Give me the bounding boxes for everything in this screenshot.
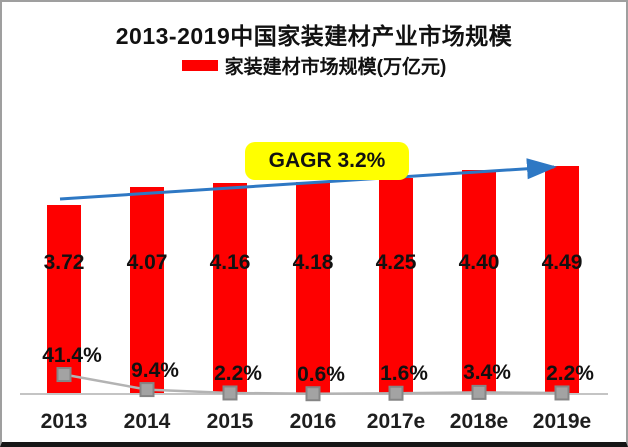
growth-rate-label: 41.4%	[42, 343, 102, 367]
growth-rate-marker-2014	[139, 382, 155, 398]
cagr-annotation: GAGR 3.2%	[245, 142, 409, 180]
bar-value-label: 4.40	[458, 251, 500, 274]
x-axis-label-2017e: 2017e	[366, 410, 426, 433]
growth-rate-marker-2013	[56, 367, 72, 383]
trend-arrow	[59, 158, 557, 201]
growth-rate-label: 1.6%	[380, 362, 428, 386]
legend-swatch	[181, 59, 218, 71]
chart-canvas	[20, 158, 608, 402]
x-axis-label-2019e: 2019e	[532, 410, 592, 433]
chart-title: 2013-2019中国家装建材产业市场规模	[115, 23, 513, 49]
bar-2016	[296, 181, 330, 394]
bar-value-label: 3.72	[43, 251, 85, 274]
bar-value-label: 4.16	[209, 251, 251, 274]
growth-rate-marker-2019e	[554, 385, 570, 401]
bar-2019e	[545, 165, 579, 394]
x-axis-label-2013: 2013	[40, 410, 88, 433]
growth-rate-label: 9.4%	[131, 358, 179, 382]
growth-rate-label: 2.2%	[546, 361, 594, 385]
bar-2018e	[462, 170, 496, 394]
growth-rate-marker-2016	[305, 386, 321, 402]
growth-rate-marker-2017e	[388, 385, 404, 401]
x-axis-label-2018e: 2018e	[449, 410, 509, 433]
bar-value-label: 4.25	[375, 251, 417, 274]
bar-2013	[47, 205, 81, 394]
legend-label: 家装建材市场规模(万亿元)	[224, 56, 447, 78]
growth-rate-label: 0.6%	[297, 362, 345, 386]
x-axis-label-2014: 2014	[123, 410, 171, 433]
plot-area: GAGR 3.2% 3.72 4.07 4.16 4.18 4.25 4.40 4.49 41…	[2, 2, 626, 442]
x-axis-label-2015: 2015	[206, 410, 254, 433]
bar-2015	[213, 182, 247, 394]
bar-value-label: 4.49	[541, 251, 583, 274]
growth-rate-label: 2.2%	[214, 361, 262, 385]
bar-2014	[130, 187, 164, 394]
legend: 家装建材市场规模(万亿元)	[2, 53, 626, 78]
growth-rate-marker-2018e	[471, 384, 487, 400]
x-axis-label-2016: 2016	[289, 410, 337, 433]
growth-rate-label: 3.4%	[463, 361, 511, 385]
growth-rate-marker-2015	[222, 385, 238, 401]
bar-2017e	[379, 178, 413, 394]
bar-value-label: 4.07	[126, 251, 168, 274]
bar-value-label: 4.18	[292, 251, 334, 274]
